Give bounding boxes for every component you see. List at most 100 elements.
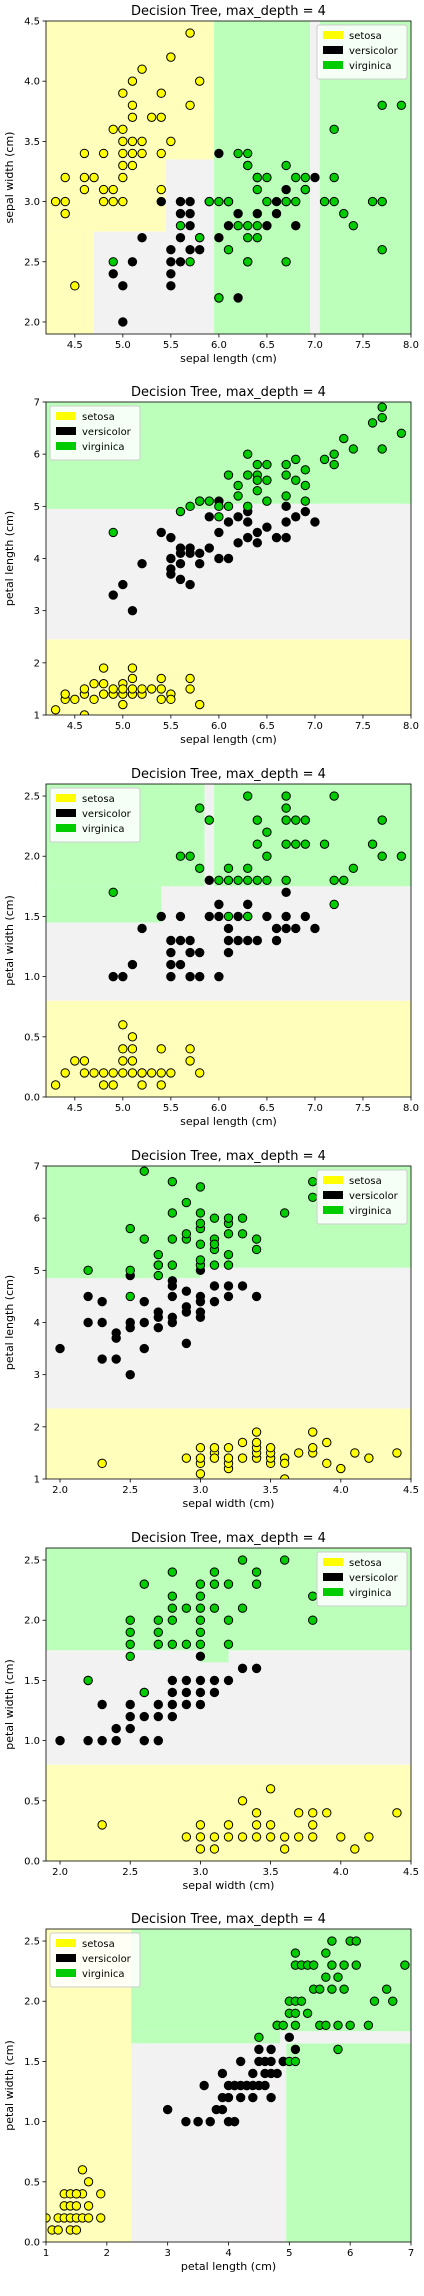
data-point-versicolor [167,1291,178,1302]
data-point-virginica [195,1208,206,1218]
y-tick-label: 3.5 [24,137,40,148]
data-point-virginica [291,172,301,183]
data-point-versicolor [223,2092,234,2103]
x-tick-label: 6.5 [259,340,275,351]
data-point-setosa [70,694,80,705]
data-point-setosa [50,1080,61,1090]
data-point-virginica [377,402,387,412]
legend-swatch-setosa [56,794,76,802]
data-point-virginica [296,1996,307,2006]
data-point-virginica [243,863,253,873]
data-point-versicolor [166,564,176,574]
data-point-setosa [392,1448,402,1458]
data-point-setosa [185,1044,195,1054]
data-point-versicolor [166,553,176,564]
data-point-setosa [98,1080,109,1090]
data-point-setosa [71,2201,82,2211]
data-point-setosa [137,1080,147,1090]
decision-region-setosa [46,159,167,232]
data-point-virginica [290,1948,301,1958]
legend-swatch-versicolor [323,1191,343,1199]
x-tick-label: 8.0 [403,340,419,351]
x-tick-label: 6.0 [211,1103,227,1114]
data-point-setosa [350,1844,360,1854]
data-point-virginica [300,839,311,849]
data-point-versicolor [235,2092,246,2103]
data-point-setosa [156,148,166,159]
data-point-setosa [251,1808,262,1818]
data-point-virginica [281,839,291,849]
data-point-versicolor [281,532,291,543]
data-point-virginica [223,1213,234,1223]
data-point-virginica [252,485,263,496]
data-point-setosa [79,684,90,694]
data-point-virginica [185,501,195,512]
legend-swatch-virginica [323,1206,343,1214]
data-point-versicolor [166,935,176,946]
data-point-virginica [195,1239,206,1249]
data-point-setosa [118,1020,128,1030]
legend-swatch-versicolor [323,46,343,54]
data-point-versicolor [97,1296,107,1307]
data-point-versicolor [125,1711,135,1722]
data-point-versicolor [194,559,205,569]
data-point-virginica [125,1639,135,1650]
data-point-virginica [167,1591,178,1601]
data-point-virginica [223,875,234,886]
data-point-virginica [108,887,118,898]
x-tick-label: 4.5 [67,340,83,351]
decision-region-versicolor [131,2043,287,2242]
data-point-virginica [281,791,291,801]
data-point-setosa [279,1844,290,1854]
y-tick-label: 4.0 [24,77,40,88]
y-tick-label: 1.0 [24,972,40,983]
data-point-virginica [195,1591,206,1601]
data-point-virginica [83,1675,93,1686]
data-point-virginica [194,863,205,873]
chart-panel-4: Decision Tree, max_depth = 4 2.0 2.5 3.0 3.5… [3,1149,419,1510]
data-point-setosa [127,1044,138,1054]
data-point-setosa [127,100,138,110]
legend-label-versicolor: versicolor [82,427,132,438]
data-point-setosa [209,1443,220,1453]
data-point-versicolor [118,579,128,590]
x-tick-label: 7.5 [355,721,371,732]
data-point-virginica [291,815,301,825]
x-tick-label: 7.5 [355,1103,371,1114]
data-point-virginica [153,1270,164,1281]
data-point-setosa [156,184,166,195]
data-point-setosa [251,1820,262,1830]
data-point-virginica [252,220,263,231]
data-point-versicolor [175,559,186,569]
data-point-setosa [137,148,147,159]
data-point-virginica [281,491,291,501]
y-tick-label: 5 [34,1266,40,1277]
legend-label-virginica: virginica [82,824,125,835]
data-point-virginica [223,1260,234,1270]
data-point-setosa [97,1458,107,1469]
x-axis-label: sepal length (cm) [180,733,277,746]
data-point-setosa [209,1844,220,1854]
decision-region-versicolor [46,1650,411,1765]
y-tick-label: 1 [34,1475,40,1486]
data-point-virginica [300,184,311,195]
data-point-setosa [156,1044,166,1054]
data-point-setosa [118,1056,128,1066]
data-point-versicolor [284,2032,295,2043]
data-point-setosa [251,1427,262,1437]
data-point-versicolor [166,959,176,970]
data-point-virginica [367,418,378,428]
data-point-versicolor [167,1312,178,1322]
data-point-virginica [223,911,234,922]
data-point-virginica [243,875,253,886]
decision-region-virginica [131,2031,281,2044]
data-point-versicolor [181,1675,192,1686]
data-point-virginica [348,220,359,231]
data-point-versicolor [233,911,243,922]
data-point-virginica [251,1244,262,1255]
data-point-versicolor [166,257,176,267]
data-point-setosa [118,1044,128,1054]
data-point-versicolor [243,517,253,527]
x-tick-label: 5.5 [163,340,179,351]
data-point-versicolor [153,1307,164,1317]
